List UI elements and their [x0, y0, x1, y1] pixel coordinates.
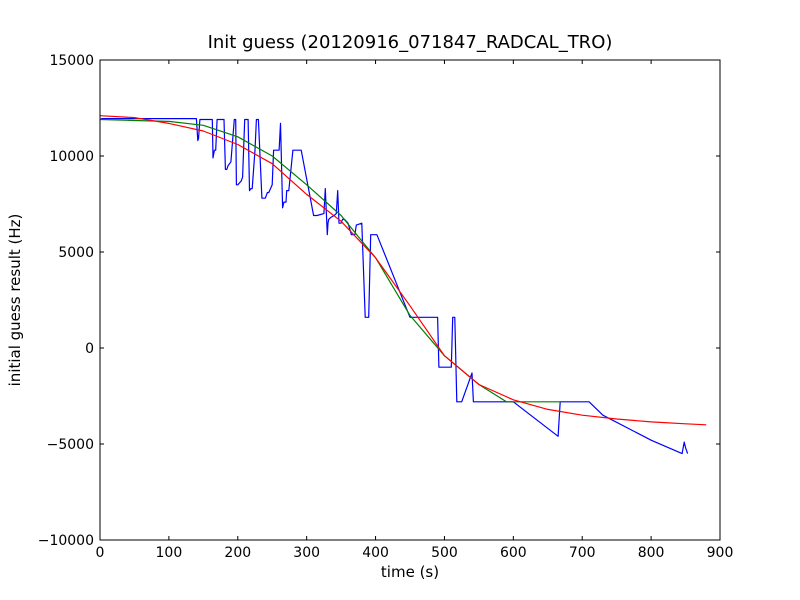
series-layer — [100, 115, 707, 455]
x-tick-label: 800 — [638, 545, 665, 561]
x-tick-label: 600 — [500, 545, 527, 561]
y-tick-label: 0 — [85, 341, 94, 357]
y-tick-label: 10000 — [49, 149, 94, 165]
x-tick-label: 300 — [293, 545, 320, 561]
x-axis-label: time (s) — [381, 563, 439, 581]
x-tick-label: 0 — [96, 545, 105, 561]
x-tick-label: 700 — [569, 545, 596, 561]
y-axis: −10000 −5000 0 5000 10000 15000 — [38, 53, 720, 549]
chart-title: Init guess (20120916_071847_RADCAL_TRO) — [208, 32, 613, 53]
x-tick-label: 400 — [362, 545, 389, 561]
series-red-line — [100, 115, 707, 426]
x-tick-label: 200 — [224, 545, 251, 561]
y-tick-label: −10000 — [38, 533, 94, 549]
y-tick-label: −5000 — [47, 437, 94, 453]
series-green-line — [100, 118, 562, 403]
y-axis-label: initial guess result (Hz) — [6, 214, 24, 387]
x-axis: 0 100 200 300 400 500 600 700 800 900 — [96, 60, 734, 561]
x-tick-label: 100 — [156, 545, 183, 561]
plot-frame — [99, 59, 721, 541]
x-tick-label: 500 — [431, 545, 458, 561]
x-tick-label: 900 — [707, 545, 734, 561]
y-tick-label: 15000 — [49, 53, 94, 69]
y-tick-label: 5000 — [58, 245, 94, 261]
